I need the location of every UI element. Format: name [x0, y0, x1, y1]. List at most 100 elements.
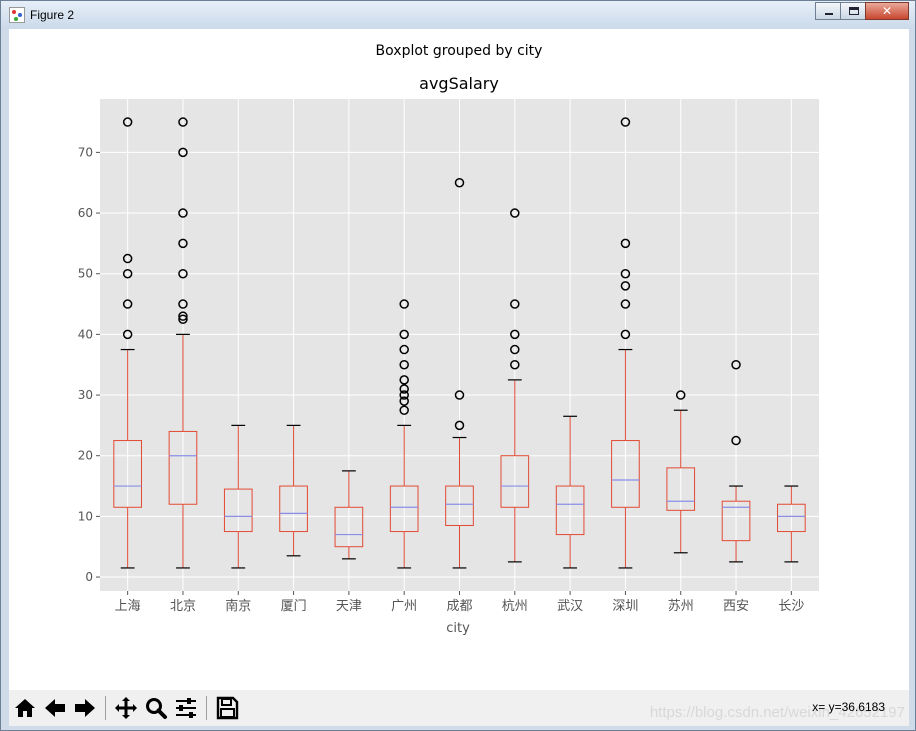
outlier-point: [620, 238, 631, 249]
outlier-point: [399, 390, 409, 400]
home-icon: [15, 699, 35, 717]
box-body: [611, 440, 640, 508]
x-tick-label: 杭州: [502, 599, 528, 614]
box-5: [334, 470, 364, 560]
outlier-point: [731, 435, 741, 446]
floppy-disk-icon: [216, 696, 239, 720]
figure-canvas[interactable]: Boxplot grouped by city avgSalary 0 10 20 3…: [9, 29, 909, 690]
home-button[interactable]: [12, 695, 38, 721]
arrow-left-icon: [45, 699, 65, 717]
outlier-point: [399, 405, 409, 415]
box-8: [500, 208, 530, 563]
back-button[interactable]: [42, 695, 68, 721]
outlier-point: [454, 420, 465, 431]
outlier-point: [122, 299, 133, 309]
y-tick-label: 40: [78, 327, 93, 341]
x-tick-label: 西安: [723, 599, 749, 614]
outlier-point: [122, 117, 133, 127]
outlier-point: [510, 329, 520, 340]
y-tick-label: 70: [78, 145, 93, 159]
title-bar[interactable]: Figure 2 ✕: [1, 1, 915, 29]
outlier-point: [399, 375, 409, 385]
forward-button[interactable]: [72, 695, 98, 721]
pan-button[interactable]: [113, 695, 139, 721]
maximize-button[interactable]: [840, 2, 866, 20]
box-9: [555, 415, 585, 569]
box-7: [445, 177, 474, 569]
outlier-point: [178, 311, 188, 321]
figure-app-icon: [9, 7, 25, 23]
outlier-point: [399, 396, 409, 406]
outlier-point: [178, 147, 188, 158]
configure-subplots-button[interactable]: [173, 695, 199, 721]
x-axis: 上海 北京 南京 厦门 天津 广州 成都 杭州 武汉 深圳 苏州 西安 长沙: [115, 591, 804, 614]
x-tick-label: 深圳: [612, 599, 638, 614]
box-6: [389, 299, 419, 569]
chart-title: avgSalary: [419, 74, 499, 93]
arrow-right-icon: [75, 699, 95, 717]
outlier-point: [399, 329, 409, 340]
boxplot-series: [113, 117, 806, 569]
box-body: [500, 455, 530, 508]
outlier-point: [178, 314, 188, 324]
box-12: [721, 359, 751, 563]
box-body: [168, 430, 198, 505]
y-tick-label: 60: [78, 206, 93, 220]
y-tick-label: 10: [78, 509, 93, 523]
outlier-point: [399, 299, 409, 309]
x-tick-label: 成都: [446, 599, 472, 614]
box-body: [721, 500, 751, 542]
box-3: [223, 424, 253, 569]
outlier-point: [510, 299, 520, 309]
minimize-icon: [825, 13, 833, 15]
outlier-point: [675, 390, 686, 400]
save-button[interactable]: [214, 695, 240, 721]
x-tick-label: 北京: [170, 599, 196, 614]
outlier-point: [122, 253, 133, 264]
outlier-point: [454, 390, 465, 400]
box-body: [389, 485, 419, 533]
outlier-point: [122, 329, 133, 340]
outlier-point: [620, 329, 631, 340]
box-body: [555, 485, 585, 536]
outlier-point: [399, 359, 409, 370]
watermark-text: https://blog.csdn.net/weixin_42652197: [649, 704, 905, 721]
box-11: [666, 390, 696, 554]
x-tick-label: 长沙: [778, 599, 804, 614]
outlier-point: [178, 268, 188, 279]
y-tick-label: 50: [78, 267, 93, 281]
sliders-icon: [176, 698, 196, 718]
magnifier-icon: [146, 698, 167, 719]
zoom-button[interactable]: [143, 695, 169, 721]
x-tick-label: 南京: [225, 598, 251, 614]
x-tick-label: 武汉: [557, 599, 583, 614]
outlier-point: [620, 268, 631, 279]
x-tick-label: 苏州: [668, 598, 694, 614]
close-button[interactable]: ✕: [865, 2, 909, 20]
outlier-point: [510, 359, 520, 370]
outlier-point: [178, 117, 188, 127]
navigation-toolbar: https://blog.csdn.net/weixin_42652197 x=…: [9, 690, 909, 726]
y-tick-label: 20: [78, 449, 93, 463]
outlier-point: [510, 344, 520, 355]
outlier-point: [510, 208, 520, 218]
box-body: [666, 467, 696, 511]
outlier-point: [178, 238, 188, 249]
close-icon: ✕: [881, 4, 893, 18]
outlier-point: [399, 344, 409, 355]
outlier-point: [454, 177, 465, 188]
outlier-point: [399, 384, 409, 394]
chart-suptitle: Boxplot grouped by city: [376, 43, 543, 59]
box-2: [168, 117, 198, 569]
cursor-coordinates: x= y=36.6183: [812, 700, 885, 714]
box-body: [445, 485, 474, 526]
y-axis: 0 10 20 30 40 50 60 70: [78, 145, 100, 584]
outlier-point: [122, 268, 133, 279]
x-tick-label: 广州: [391, 599, 417, 614]
minimize-button[interactable]: [815, 2, 841, 20]
y-tick-label: 0: [85, 570, 93, 584]
x-axis-label: city: [446, 621, 470, 636]
box-4: [279, 424, 308, 557]
outlier-point: [731, 359, 741, 370]
outlier-point: [178, 208, 188, 218]
